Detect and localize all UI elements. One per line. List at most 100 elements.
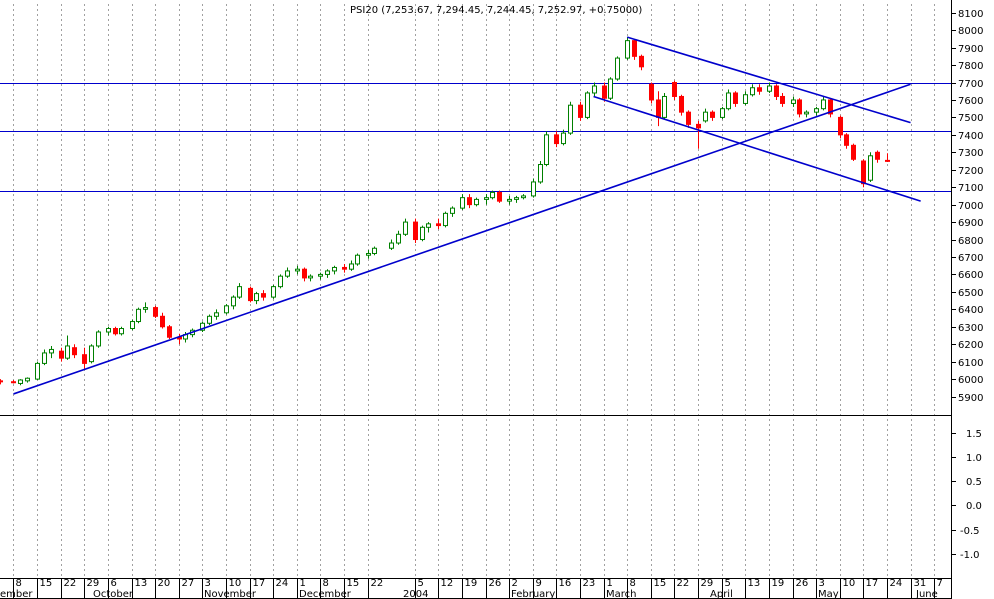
candle-body-up xyxy=(271,286,276,298)
candle-body-down xyxy=(639,55,644,68)
price-tick-label: 7400 xyxy=(958,131,983,142)
day-tick-label: 1 xyxy=(300,578,306,589)
candle-body-up xyxy=(561,132,566,145)
candle-body-up xyxy=(625,40,630,59)
candle-body-up xyxy=(585,92,590,118)
candle-body-up xyxy=(42,352,47,364)
price-tick-label: 6200 xyxy=(958,340,983,351)
candle-body-up xyxy=(49,348,54,354)
candle-body-up xyxy=(325,270,330,275)
candle-body-down xyxy=(861,160,866,185)
price-tick-label: 7200 xyxy=(958,166,983,177)
day-tick-label: 26 xyxy=(796,578,809,589)
candle-body-down xyxy=(302,268,307,279)
price-tick-label: 8100 xyxy=(958,9,983,20)
candle-body-up xyxy=(143,307,148,310)
candle-body-up xyxy=(35,362,40,380)
day-tick-label: 8 xyxy=(323,578,329,589)
day-tick-label: 22 xyxy=(677,578,690,589)
day-tick-label: 3 xyxy=(205,578,211,589)
day-tick-label: 7 xyxy=(937,578,943,589)
candle-body-down xyxy=(844,134,849,146)
indicator-axis: 1.5 1.0 0.5 0.0 -0.5 -1.0 xyxy=(951,429,982,561)
candle-body-down xyxy=(797,99,802,115)
price-tick-label: 7700 xyxy=(958,79,983,90)
price-tick-label: 7800 xyxy=(958,61,983,72)
day-tick-label: 5 xyxy=(418,578,424,589)
indicator-tick-label: 0.0 xyxy=(966,501,982,512)
day-tick-label: 26 xyxy=(489,578,502,589)
day-tick-label: 29 xyxy=(701,578,714,589)
day-tick-label: 6 xyxy=(111,578,117,589)
candle-body-down xyxy=(656,99,661,118)
month-label: April xyxy=(710,589,733,599)
candle-body-down xyxy=(710,111,715,118)
candle-body-up xyxy=(389,242,394,249)
candle-body-down xyxy=(649,83,654,101)
candle-body-down xyxy=(838,116,843,136)
candle-body-down xyxy=(554,134,559,145)
candle-body-down xyxy=(679,95,684,113)
candle-body-up xyxy=(119,328,124,335)
candle-body-down xyxy=(261,293,266,298)
candle-body-up xyxy=(231,296,236,307)
indicator-tick-label: -1.0 xyxy=(960,550,980,561)
candle-body-up xyxy=(136,308,141,323)
price-tick-label: 7900 xyxy=(958,44,983,55)
price-tick-label: 6600 xyxy=(958,270,983,281)
candle-body-down xyxy=(467,197,472,206)
candle-body-up xyxy=(318,273,323,277)
candle-body-up xyxy=(821,99,826,110)
candle-body-up xyxy=(200,322,205,331)
candle-body-down xyxy=(113,328,118,335)
price-tick-label: 6500 xyxy=(958,288,983,299)
candle-body-up xyxy=(254,293,259,302)
date-axis: 8 15 22 29 6 13 20 27 3 10 17 24 1 8 15 22 5 12 19 26 2 9 16 23… xyxy=(0,578,943,599)
month-label: December xyxy=(299,589,352,599)
candle-body-down xyxy=(11,381,16,384)
month-label: May xyxy=(818,589,839,599)
trendlines xyxy=(13,36,921,395)
chart-title: PSI20 (7,253.67, 7,294.45, 7,244.45, 7,2… xyxy=(350,5,642,16)
candle-body-up xyxy=(507,198,512,202)
candle-body-down xyxy=(578,104,583,118)
candle-body-up xyxy=(615,57,620,80)
day-tick-label: 5 xyxy=(725,578,731,589)
candle-body-down xyxy=(342,266,347,270)
candle-body-down xyxy=(733,92,738,104)
price-tick-label: 7600 xyxy=(958,96,983,107)
candle-body-up xyxy=(538,164,543,183)
price-tick-label: 7300 xyxy=(958,148,983,159)
candle-body-up xyxy=(662,95,667,118)
day-tick-label: 13 xyxy=(748,578,761,589)
candle-body-down xyxy=(436,223,441,227)
candle-body-down xyxy=(851,144,856,160)
day-tick-label: 10 xyxy=(843,578,856,589)
candle-body-up xyxy=(332,266,337,272)
month-label: October xyxy=(93,589,134,599)
candle-body-up xyxy=(743,94,748,104)
candle-body-down xyxy=(153,307,158,317)
candle-body-up xyxy=(490,191,495,199)
candle-body-up xyxy=(703,111,708,122)
day-tick-label: 27 xyxy=(182,578,195,589)
price-tick-label: 6700 xyxy=(958,253,983,264)
day-tick-label: 13 xyxy=(135,578,148,589)
candle-body-up xyxy=(608,78,613,99)
candle-body-down xyxy=(780,95,785,104)
candle-body-down xyxy=(696,123,701,129)
candle-body-up xyxy=(285,270,290,277)
indicator-tick-label: 1.0 xyxy=(966,453,982,464)
candle-body-up xyxy=(106,328,111,333)
candle-body-up xyxy=(295,268,300,272)
day-tick-label: 29 xyxy=(87,578,100,589)
candle-body-up xyxy=(868,155,873,181)
candle-body-up xyxy=(450,207,455,214)
candle-body-down xyxy=(497,191,502,202)
day-tick-label: 10 xyxy=(229,578,242,589)
indicator-tick-label: 0.5 xyxy=(966,477,982,488)
candle-body-up xyxy=(814,108,819,113)
candle-body-up xyxy=(366,252,371,256)
